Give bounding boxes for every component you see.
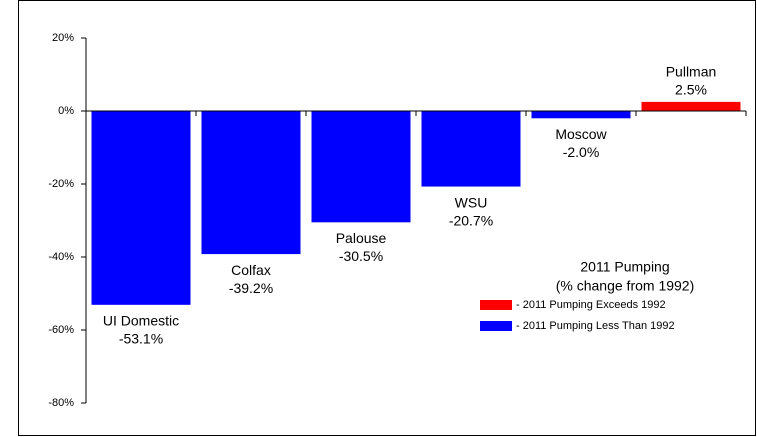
- category-label: Colfax: [231, 262, 271, 278]
- value-label: -30.5%: [339, 248, 383, 264]
- legend-swatch: [480, 321, 512, 331]
- category-label: Pullman: [666, 64, 717, 80]
- value-label: -20.7%: [449, 212, 493, 228]
- value-label: -2.0%: [563, 144, 600, 160]
- value-label: -53.1%: [119, 331, 163, 347]
- legend-title: 2011 Pumping: [580, 259, 669, 275]
- y-tick-label: -20%: [48, 178, 74, 190]
- y-tick-label: -80%: [48, 397, 74, 409]
- legend-label: - 2011 Pumping Less Than 1992: [516, 320, 675, 332]
- y-tick-label: 20%: [52, 32, 74, 44]
- category-label: WSU: [455, 194, 488, 210]
- bar: [311, 111, 411, 223]
- category-label: Palouse: [336, 230, 387, 246]
- value-label: -39.2%: [229, 280, 273, 296]
- legend-label: - 2011 Pumping Exceeds 1992: [516, 299, 666, 311]
- value-label: 2.5%: [675, 82, 707, 98]
- category-label: UI Domestic: [103, 313, 179, 329]
- y-tick-label: -40%: [48, 251, 74, 263]
- bar: [91, 111, 191, 305]
- bar: [641, 101, 741, 111]
- legend-title: (% change from 1992): [556, 278, 695, 294]
- bar: [531, 111, 631, 119]
- category-label: Moscow: [555, 126, 607, 142]
- y-tick-label: 0%: [58, 105, 74, 117]
- legend-swatch: [480, 300, 512, 310]
- bar: [201, 111, 301, 255]
- bar: [421, 111, 521, 187]
- y-tick-label: -60%: [48, 324, 74, 336]
